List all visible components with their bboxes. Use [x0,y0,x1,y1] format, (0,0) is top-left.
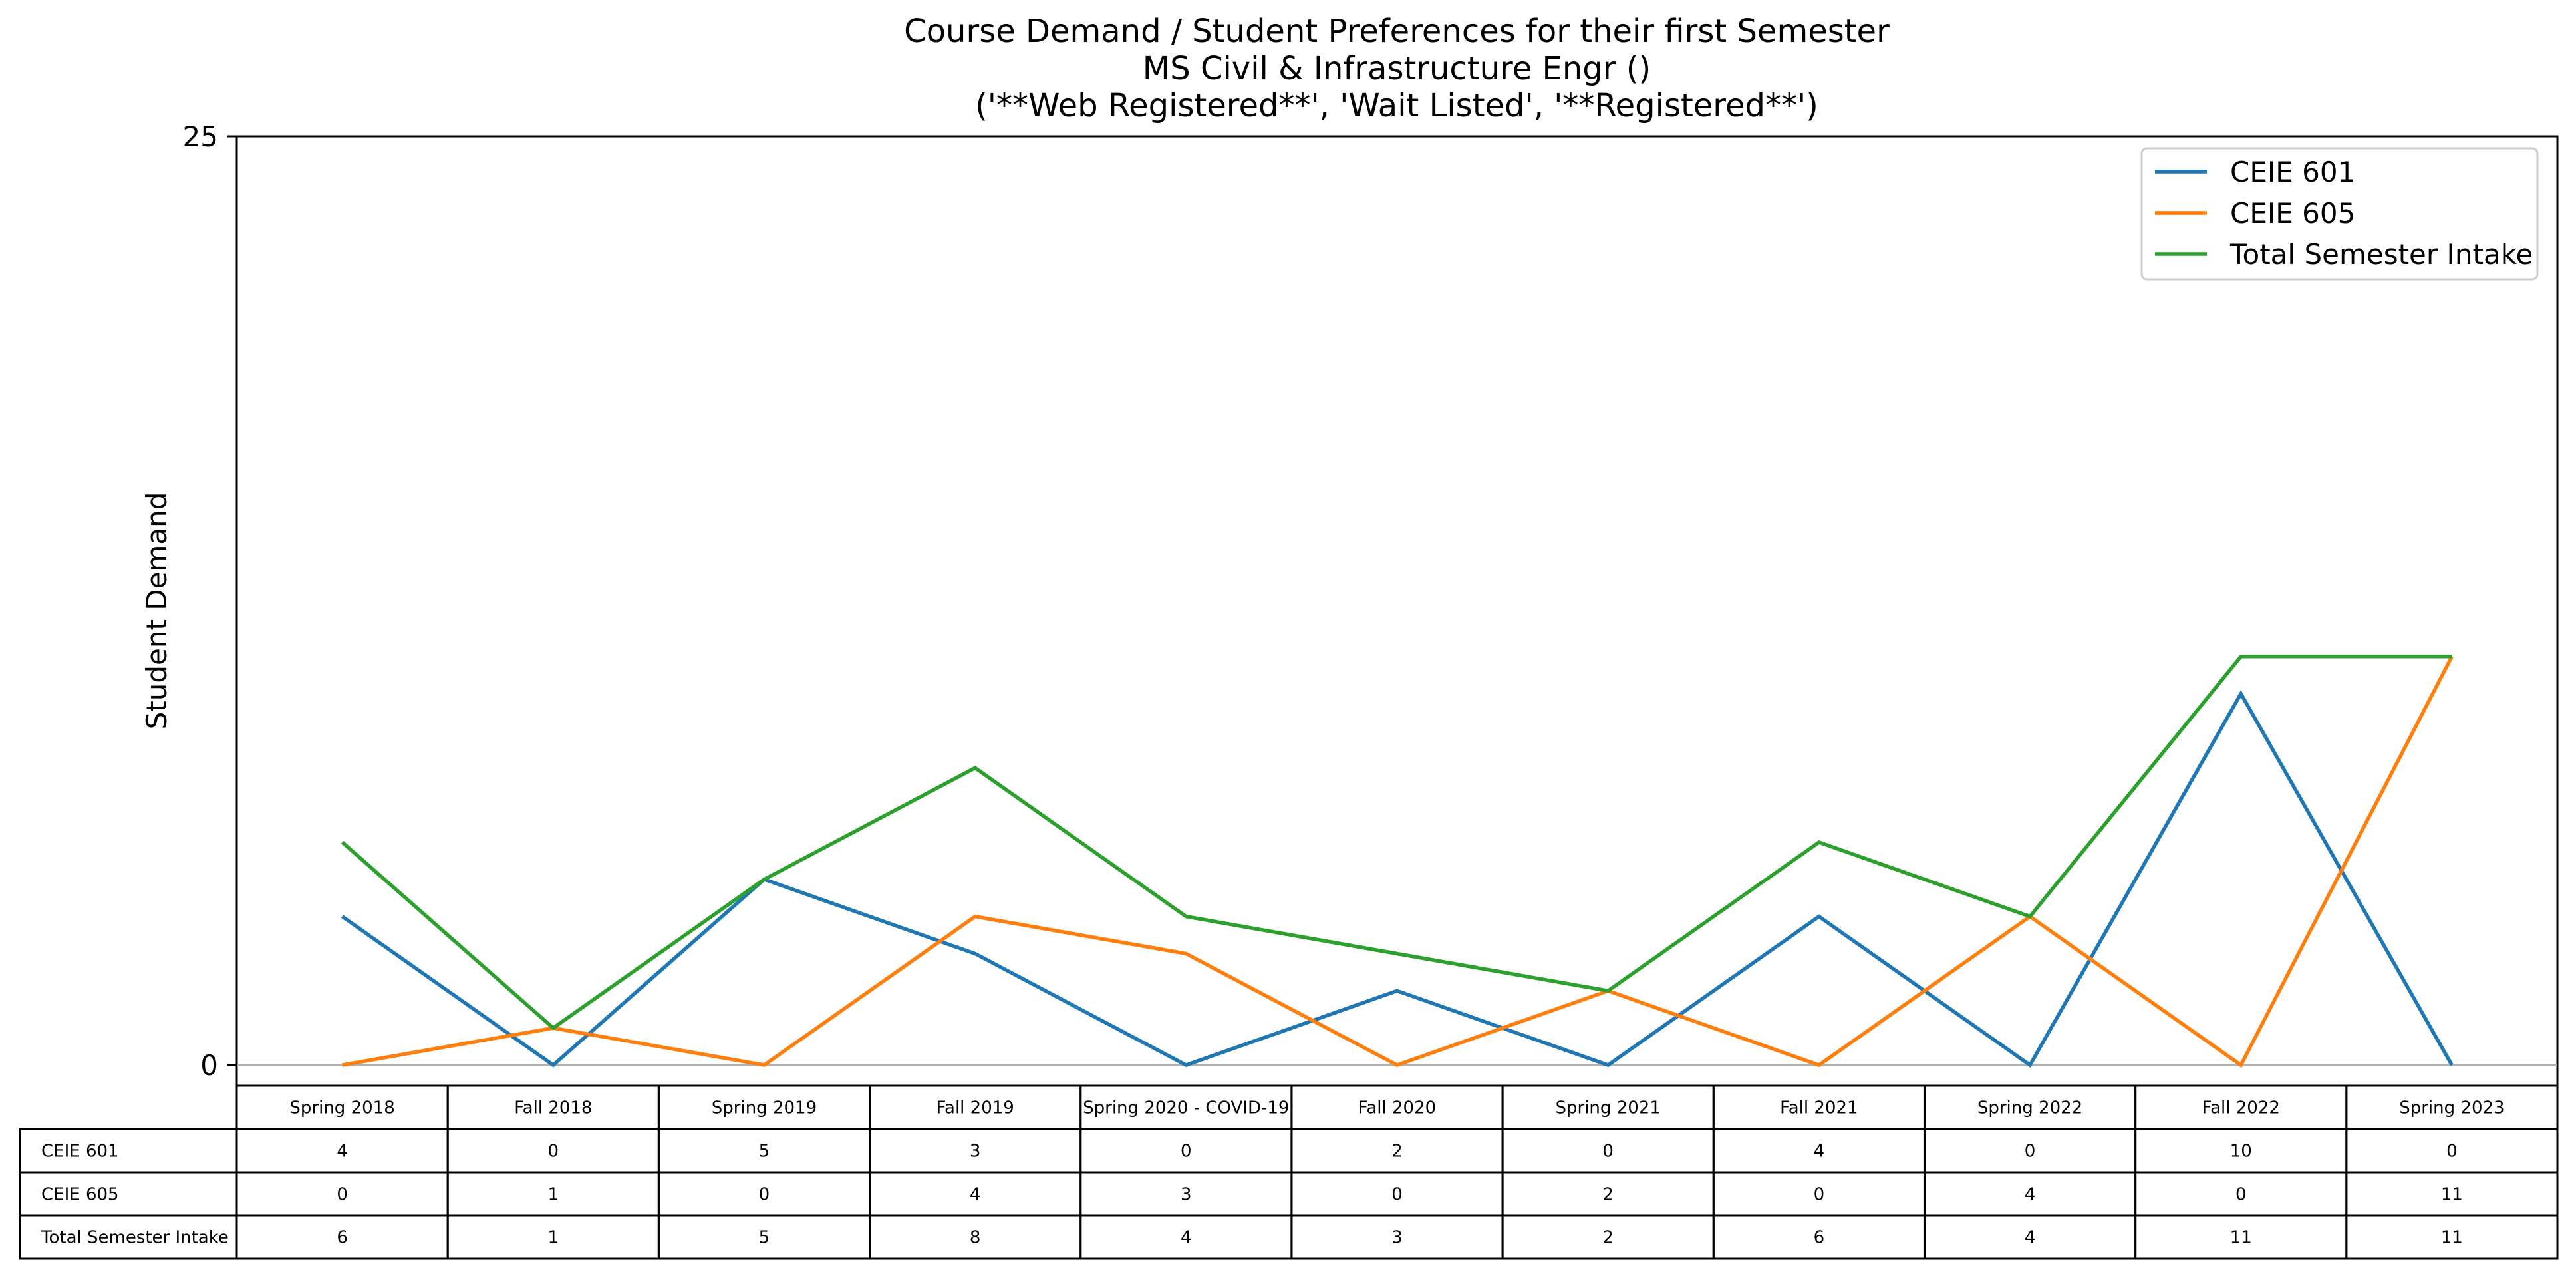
table-cell-value: 0 [759,1185,770,1205]
table-header-label: Spring 2023 [2399,1098,2504,1118]
table-header-label: Fall 2019 [936,1098,1014,1118]
table-cell-value: 0 [1814,1185,1825,1205]
table-cell-value: 3 [970,1142,981,1162]
legend-entry: CEIE 601 [2230,156,2355,188]
table-cell-value: 4 [1181,1228,1192,1248]
table-row-label: Total Semester Intake [41,1228,229,1248]
table-row-label: CEIE 601 [41,1142,119,1162]
table-cell-value: 4 [2025,1228,2036,1248]
table-cell-value: 0 [2446,1142,2458,1162]
table-cell-value: 3 [1181,1185,1192,1205]
table-header-label: Spring 2019 [712,1098,817,1118]
table-cell-value: 1 [547,1185,559,1205]
table-cell [2345,1214,2559,1260]
table-header-label: Spring 2018 [289,1098,394,1118]
series-line-total-semester-intake [341,655,2452,1031]
series-line-ceie-605 [342,655,2454,1068]
table-header-label: Fall 2018 [514,1098,592,1118]
table-cell-value: 0 [1391,1185,1403,1205]
legend-box [2140,147,2539,281]
table-header-label: Spring 2022 [1977,1098,2082,1118]
table-cell-value: 8 [970,1228,981,1248]
table-cell-value: 2 [1602,1228,1614,1248]
table-cell-value: 4 [2025,1185,2036,1205]
chart-title-line: MS Civil & Infrastructure Engr () [1143,50,1651,87]
table-header-label: Spring 2021 [1556,1098,1661,1118]
table-cell-value: 4 [337,1142,348,1162]
table-header-label: Fall 2022 [2202,1098,2280,1118]
table-cell-value: 0 [547,1142,559,1162]
table-cell-value: 4 [970,1185,981,1205]
table-cell-value: 11 [2230,1228,2252,1248]
table-cell-value: 11 [2441,1228,2463,1248]
table-header-label: Fall 2020 [1358,1098,1436,1118]
table-cell-value: 5 [759,1142,770,1162]
series-line-ceie-601 [341,690,2454,1068]
chart-title: Course Demand / Student Preferences for … [904,13,1890,124]
legend: CEIE 601 CEIE 605 Total Semester Intake [2140,147,2539,281]
y-tick-label: 0 [200,1049,218,1082]
table-cell-value: 4 [1814,1142,1825,1162]
table-cell-value: 1 [547,1228,559,1248]
data-table: Spring 2018 Fall 2018 Spring 2019 Fall 2019… [19,1084,2559,1260]
chart-title-line: Course Demand / Student Preferences for … [904,13,1890,50]
legend-entry: Total Semester Intake [2229,238,2533,271]
table-header-label: Spring 2020 - COVID-19 [1083,1098,1289,1118]
table-row-label: CEIE 605 [41,1185,119,1205]
table-cell-value: 0 [1602,1142,1614,1162]
table-cell-value: 0 [2025,1142,2036,1162]
table-cell-value: 5 [759,1228,770,1248]
table-header-label: Fall 2021 [1780,1098,1858,1118]
y-axis-label: Student Demand [140,492,173,730]
table-cell-value: 6 [337,1228,348,1248]
table-cell-value: 0 [2235,1185,2247,1205]
table-cell-value: 10 [2230,1142,2252,1162]
table-cell-value: 6 [1814,1228,1825,1248]
y-tick-label: 25 [183,120,218,153]
chart-title-line: ('**Web Registered**', 'Wait Listed', '*… [975,87,1818,124]
table-cell-value: 11 [2441,1185,2463,1205]
table-cell-value: 2 [1391,1142,1403,1162]
table-cell-value: 0 [337,1185,348,1205]
table-cell-value: 3 [1391,1228,1403,1248]
table-cell-value: 0 [1181,1142,1192,1162]
legend-entry: CEIE 605 [2230,197,2355,230]
table-cell-value: 2 [1602,1185,1614,1205]
